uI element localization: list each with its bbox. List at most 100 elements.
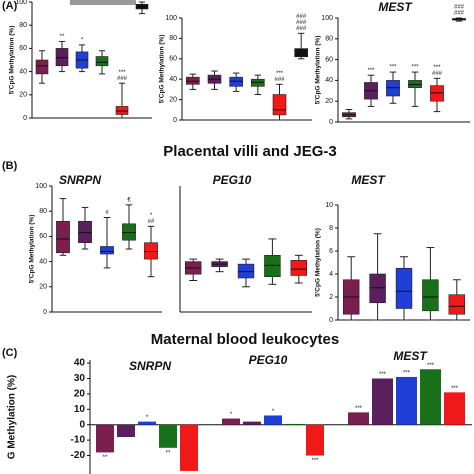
bar	[306, 424, 324, 456]
group-label: SNRPN	[129, 359, 171, 373]
y-tick-label: 20	[325, 98, 333, 105]
annotation: ###	[296, 20, 307, 26]
y-tick-label: 100	[15, 0, 27, 6]
chart-title: SNRPN	[59, 173, 101, 187]
y-tick-label: 10	[325, 202, 333, 209]
annotation: ***	[427, 363, 435, 369]
y-tick-label: 80	[39, 208, 47, 215]
y-tick-label: 40	[74, 358, 86, 369]
y-tick-label: 2	[329, 294, 333, 301]
chart-title: PEG10	[213, 173, 252, 187]
annotation: **	[166, 450, 171, 456]
annotation: ###	[454, 11, 465, 17]
y-tick-label: 20	[74, 389, 86, 400]
y-tick-label: 0	[43, 309, 47, 316]
y-tick-label: 60	[19, 45, 27, 52]
annotation: *	[81, 37, 84, 43]
annotation: €	[127, 197, 131, 203]
y-tick-label: 40	[325, 77, 333, 84]
annotation: ***	[276, 71, 284, 77]
y-axis-label: 5'CpG Methylation (%)	[315, 36, 322, 105]
y-tick-label: 100	[35, 183, 47, 190]
annotation: ###	[432, 71, 443, 77]
annotation: *	[230, 412, 233, 418]
annotation: ***	[118, 70, 126, 76]
y-tick-label: 4	[329, 271, 333, 278]
y-tick-label: 6	[329, 248, 333, 255]
group-label: PEG10	[249, 353, 288, 367]
y-axis-label: 5'CpG Methylation (%)	[9, 26, 16, 95]
y-tick-label: 0	[329, 119, 333, 126]
bar	[159, 424, 177, 448]
box	[408, 80, 422, 88]
box	[448, 294, 466, 315]
annotation: ***	[389, 65, 397, 71]
box	[186, 76, 200, 85]
section-title: Maternal blood leukocytes	[151, 331, 339, 348]
annotation: *	[150, 213, 153, 219]
annotation: ***	[403, 371, 411, 377]
y-axis-label: 5'CpG Methylation (%)	[315, 228, 322, 297]
bar	[243, 421, 261, 425]
box	[55, 48, 69, 67]
box	[95, 56, 109, 67]
y-tick-label: 20	[19, 92, 27, 99]
box	[56, 220, 70, 254]
annotation: #	[105, 210, 109, 216]
y-tick-label: 0	[329, 317, 333, 324]
box	[115, 106, 129, 115]
y-tick-label: 80	[169, 35, 177, 42]
box	[294, 48, 308, 58]
annotation: ###	[296, 14, 307, 20]
bar	[117, 424, 135, 438]
y-tick-label: 60	[325, 56, 333, 63]
y-tick-label: 40	[169, 76, 177, 83]
panel-label: (C)	[2, 347, 18, 359]
chart-title: MEST	[378, 0, 413, 14]
annotation: **	[103, 455, 108, 461]
box	[122, 223, 136, 241]
y-tick-label: 40	[39, 258, 47, 265]
annotation: ###	[137, 0, 148, 1]
bar	[222, 418, 240, 425]
y-tick-label: 100	[321, 15, 333, 22]
y-tick-label: 0	[23, 115, 27, 122]
panel-label: (A)	[2, 0, 18, 12]
box	[237, 263, 255, 279]
box	[422, 279, 439, 312]
bar	[264, 415, 282, 425]
y-tick-label: 80	[19, 22, 27, 29]
bar	[372, 378, 393, 425]
y-tick-label: -10	[71, 435, 86, 446]
bar	[96, 424, 114, 453]
y-axis-label: G Methylation (%)	[7, 375, 18, 459]
y-tick-label: 40	[19, 68, 27, 75]
annotation: ***	[367, 68, 375, 74]
y-tick-label: 20	[169, 96, 177, 103]
annotation: *	[146, 415, 149, 421]
box	[251, 78, 265, 87]
bar	[396, 376, 417, 425]
box	[386, 80, 400, 97]
y-tick-label: 30	[74, 373, 86, 384]
annotation: ***	[411, 65, 419, 71]
y-tick-label: 20	[39, 284, 47, 291]
bar	[285, 423, 303, 425]
box	[290, 260, 308, 276]
box	[369, 273, 386, 304]
panel-label: (B)	[2, 160, 18, 172]
annotation: *	[272, 409, 275, 415]
y-tick-label: 100	[165, 15, 177, 22]
y-tick-label: -20	[71, 450, 86, 461]
box	[430, 85, 444, 102]
y-axis-label: 5'CpG Methylation (%)	[29, 215, 36, 284]
bar	[444, 392, 465, 425]
annotation: ***	[379, 372, 387, 378]
chart-title: MEST	[351, 173, 386, 187]
annotation: ###	[454, 5, 465, 11]
box	[272, 94, 287, 116]
annotation: ***	[433, 65, 441, 71]
bar	[180, 424, 198, 471]
bar	[348, 412, 369, 425]
